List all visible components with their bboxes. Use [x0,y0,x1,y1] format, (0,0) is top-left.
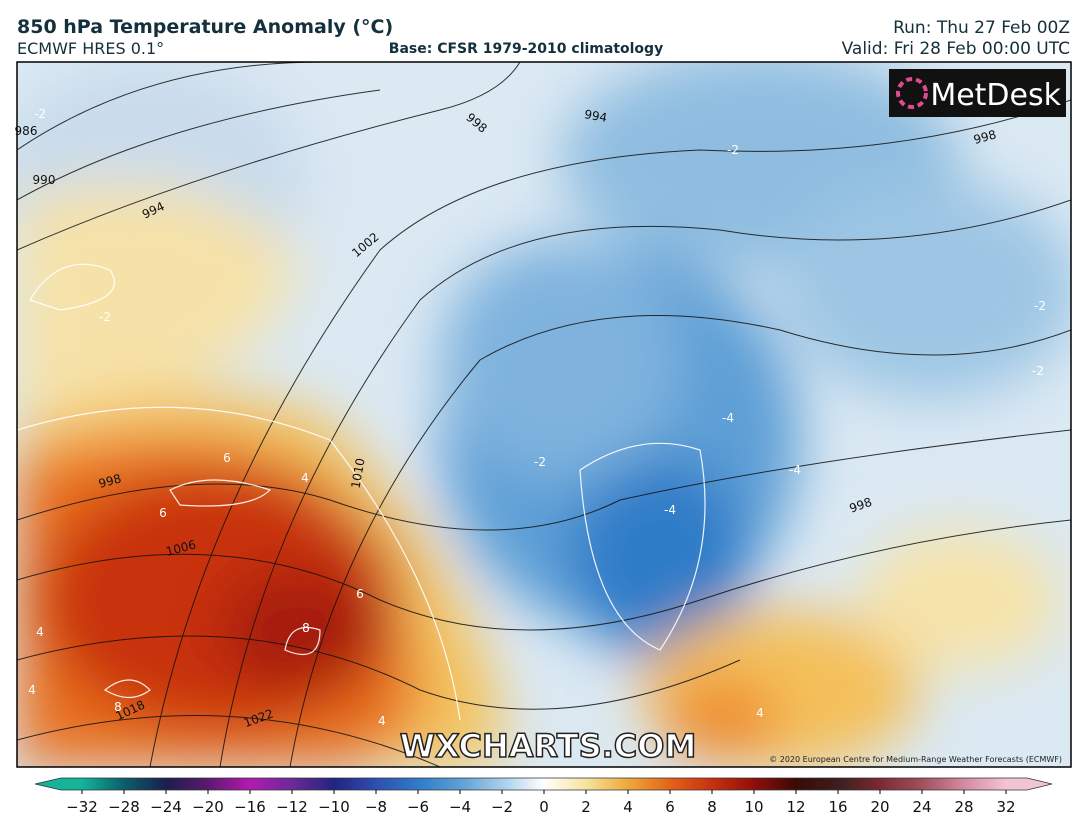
colorbar-tick-label: −10 [318,798,350,816]
anomaly-label: -2 [1034,299,1046,313]
colorbar-tick-label: 10 [744,798,763,816]
valid: Valid: Fri 28 Feb 00:00 UTC [842,39,1070,59]
anomaly-label: 4 [756,706,764,720]
colorbar-tick-label: 32 [996,798,1015,816]
isobar-label: 998 [97,471,123,490]
colorbar-tick-label: −12 [276,798,308,816]
colorbar-tick-label: 16 [828,798,847,816]
anomaly-label: 4 [28,683,36,697]
colorbar: −32 −28 −24 −20 −16 −12 −10 −8 −6 −4 −2 0 2 4 6 8 10 12 16… [34,777,1053,816]
colorbar-tick-label: 4 [623,798,633,816]
colorbar-tick-label: 28 [954,798,973,816]
run: Run: Thu 27 Feb 00Z [893,18,1070,38]
isobar-label: 994 [583,107,608,125]
anomaly-label: -4 [664,503,676,517]
isobar-label: 1010 [349,457,368,490]
colorbar-tick-label: 24 [912,798,931,816]
anomaly-label: 4 [36,625,44,639]
colorbar-tick-label: 12 [786,798,805,816]
anomaly-label: -4 [722,411,734,425]
copyright: © 2020 European Centre for Medium-Range … [769,755,1062,764]
anomaly-label: 4 [301,471,309,485]
colorbar-tick-label: −20 [192,798,224,816]
anomaly-label: -2 [99,310,111,324]
colorbar-tick-label: 8 [707,798,717,816]
colorbar-tick-label: −16 [234,798,266,816]
colorbar-tick-label: 20 [870,798,889,816]
colorbar-tick-label: −4 [449,798,471,816]
colorbar-tick-label: 6 [665,798,675,816]
anomaly-label: -2 [534,455,546,469]
map-area [17,62,1071,767]
anomaly-label: 8 [302,621,310,635]
colorbar-tick-label: −32 [66,798,98,816]
isobar-label: 986 [15,124,38,138]
anomaly-label: 4 [378,714,386,728]
anomaly-label: -4 [789,463,801,477]
isobar-label: 998 [972,127,998,146]
colorbar-tick-label: −2 [491,798,513,816]
logo-text: MetDesk [930,78,1061,113]
anomaly-label: 8 [114,700,122,714]
anomaly-label: 6 [223,451,231,465]
colorbar-tick-label: 0 [539,798,549,816]
isobar-label: 990 [33,173,56,187]
colorbar-tick-label: −8 [365,798,387,816]
colorbar-tick-label: −28 [108,798,140,816]
model: ECMWF HRES 0.1° [17,39,164,58]
anomaly-label: -2 [727,143,739,157]
anomaly-label: -2 [34,107,46,121]
map-frame [16,61,1072,768]
anomaly-label: 6 [356,587,364,601]
base: Base: CFSR 1979-2010 climatology [389,41,663,57]
colorbar-tick-label: 2 [581,798,591,816]
title: 850 hPa Temperature Anomaly (°C) [17,16,393,38]
colorbar-tick-label: −6 [407,798,429,816]
watermark: WXCHARTS.COM [400,727,697,765]
logo: MetDesk [889,69,1066,117]
anomaly-label: -2 [1032,364,1044,378]
colorbar-tick-label: −24 [150,798,182,816]
anomaly-label: 6 [159,506,167,520]
